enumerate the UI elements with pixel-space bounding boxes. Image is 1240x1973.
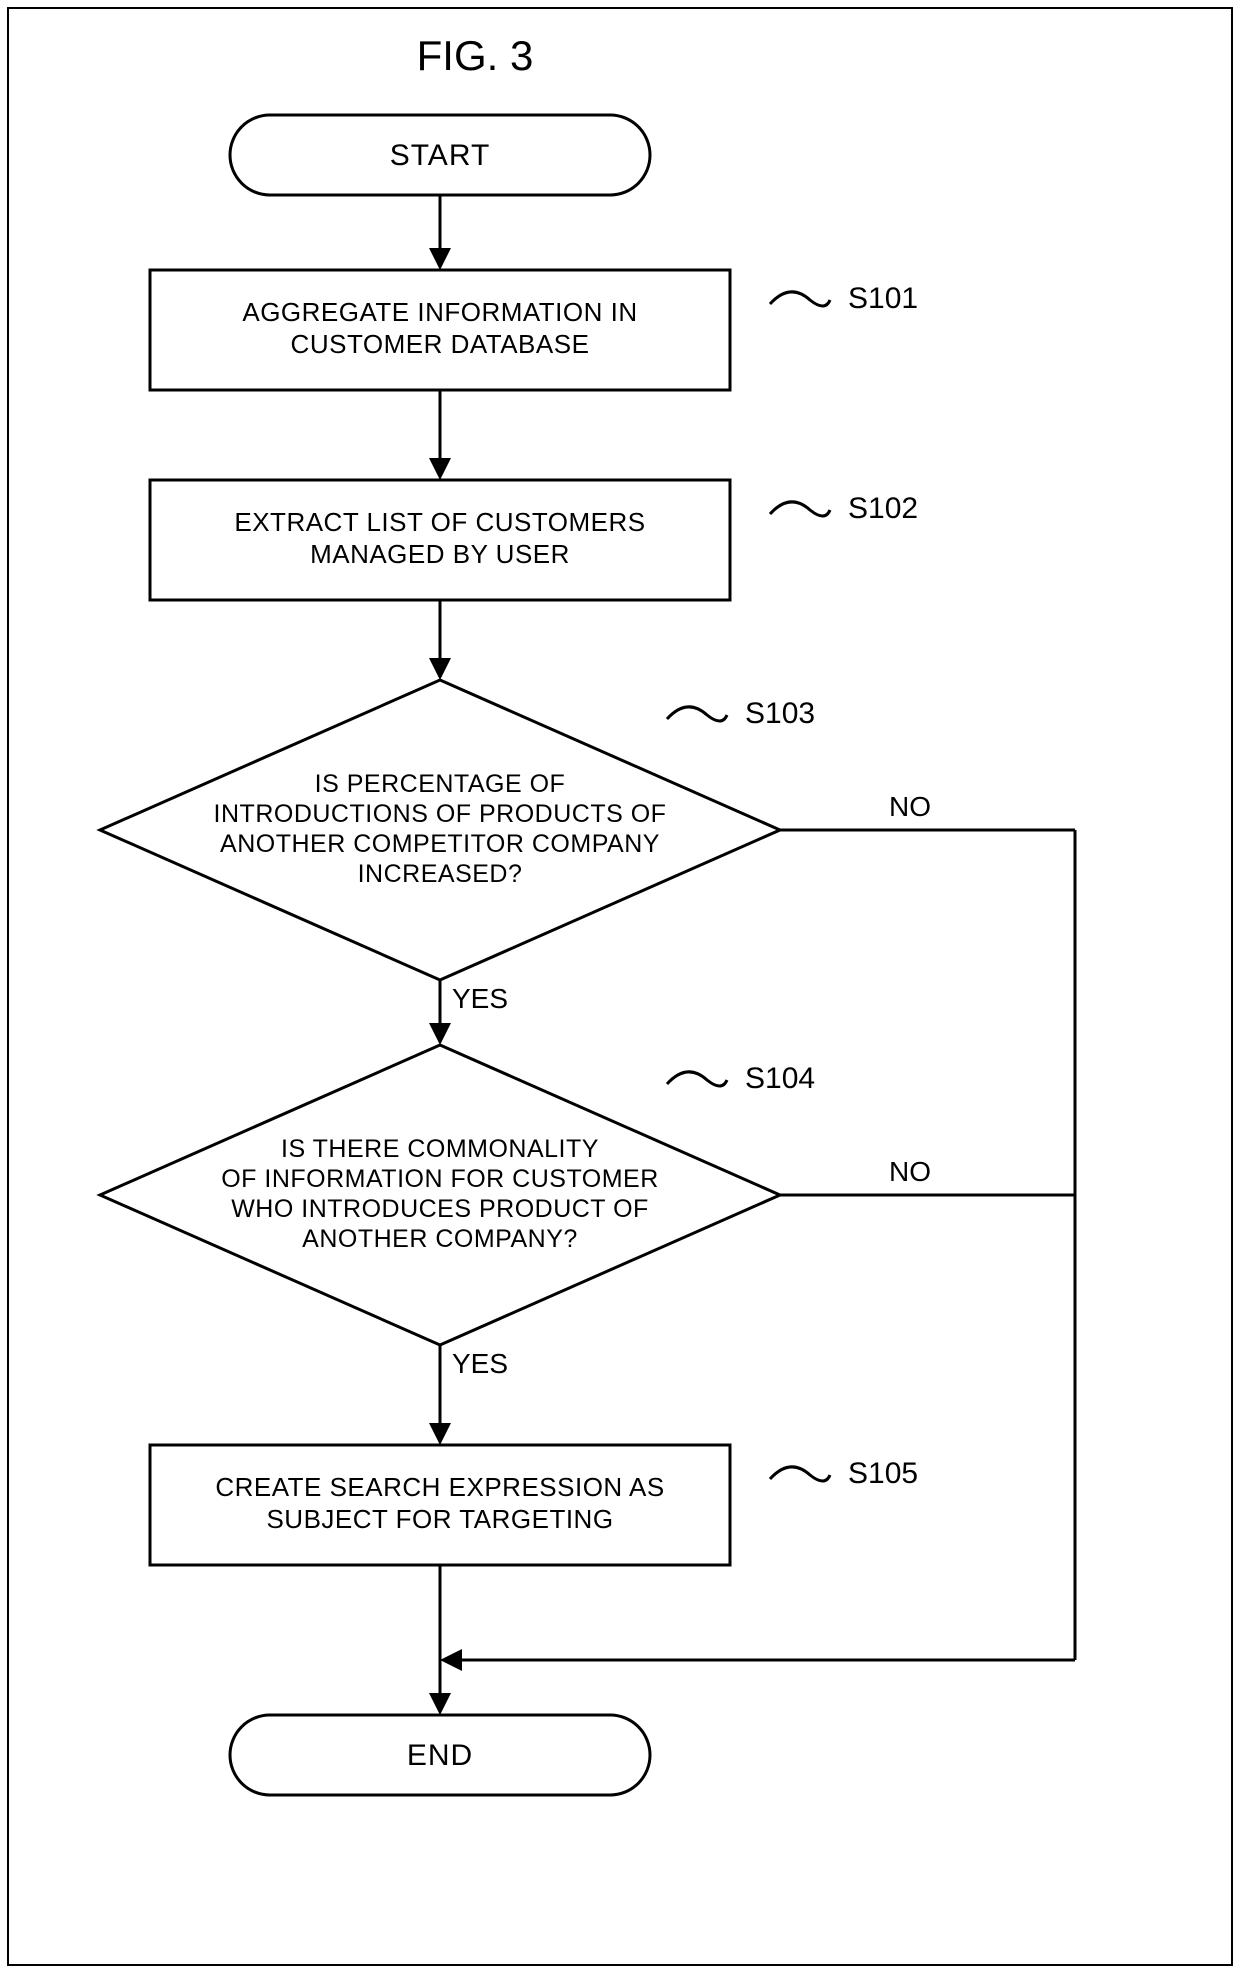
figure-title: FIG. 3 xyxy=(417,32,534,79)
label-connector xyxy=(770,1467,830,1481)
edge-yes-label: YES xyxy=(452,1348,508,1379)
start-node: START xyxy=(230,115,650,195)
process-s105-label: S105 xyxy=(848,1457,918,1490)
label-connector xyxy=(667,707,727,721)
process-s101-text: AGGREGATE INFORMATION INCUSTOMER DATABAS… xyxy=(242,297,637,359)
edge-no-label: NO xyxy=(889,791,931,822)
start-node-text: START xyxy=(390,139,491,172)
label-connector xyxy=(770,502,830,516)
process-s102-text: EXTRACT LIST OF CUSTOMERSMANAGED BY USER xyxy=(234,507,645,569)
process-s101-label: S101 xyxy=(848,282,918,315)
edge-yes-label: YES xyxy=(452,983,508,1014)
end-node: END xyxy=(230,1715,650,1795)
decision-s103-label: S103 xyxy=(745,697,815,730)
decision-s104-text: IS THERE COMMONALITYOF INFORMATION FOR C… xyxy=(221,1135,659,1253)
label-connector xyxy=(770,292,830,306)
process-s102-label: S102 xyxy=(848,492,918,525)
end-node-text: END xyxy=(407,1739,473,1772)
decision-s104-label: S104 xyxy=(745,1062,815,1095)
process-s105-text: CREATE SEARCH EXPRESSION ASSUBJECT FOR T… xyxy=(215,1472,664,1534)
edge-no-label: NO xyxy=(889,1156,931,1187)
label-connector xyxy=(667,1072,727,1086)
decision-s103-text: IS PERCENTAGE OFINTRODUCTIONS OF PRODUCT… xyxy=(214,770,667,888)
